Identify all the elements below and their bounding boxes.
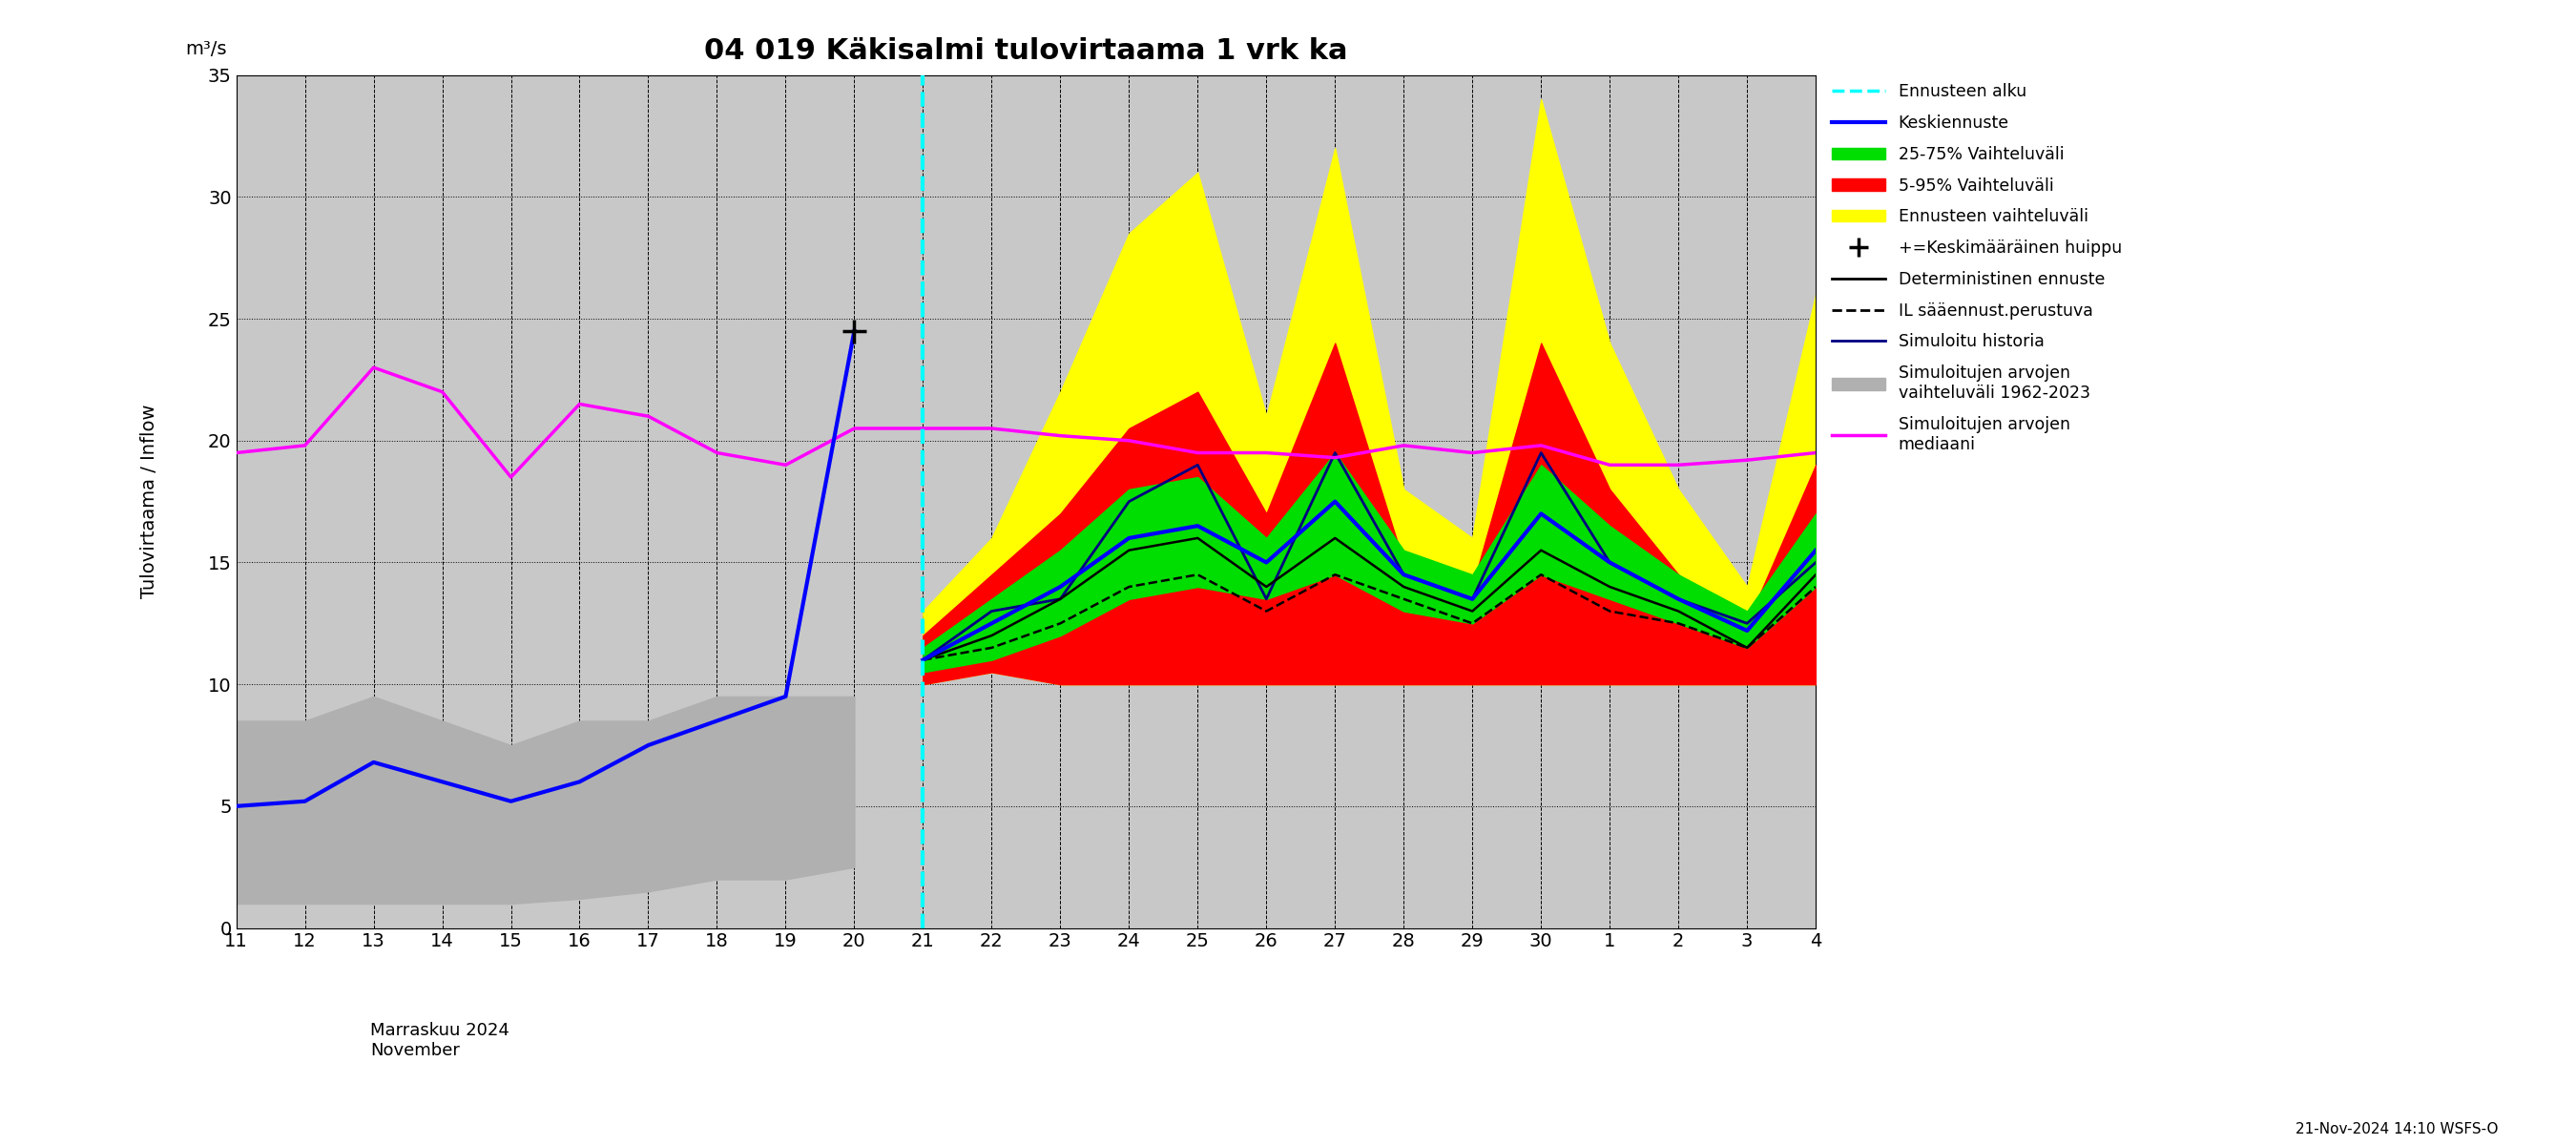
Text: 21-Nov-2024 14:10 WSFS-O: 21-Nov-2024 14:10 WSFS-O <box>2295 1122 2499 1136</box>
Text: m³/s: m³/s <box>185 40 227 58</box>
Text: Tulovirtaama / Inflow: Tulovirtaama / Inflow <box>139 404 157 599</box>
Title: 04 019 Käkisalmi tulovirtaama 1 vrk ka: 04 019 Käkisalmi tulovirtaama 1 vrk ka <box>703 37 1347 65</box>
Text: Marraskuu 2024
November: Marraskuu 2024 November <box>371 1021 510 1059</box>
Legend: Ennusteen alku, Keskiennuste, 25-75% Vaihteluväli, 5-95% Vaihteluväli, Ennusteen: Ennusteen alku, Keskiennuste, 25-75% Vai… <box>1832 84 2123 452</box>
